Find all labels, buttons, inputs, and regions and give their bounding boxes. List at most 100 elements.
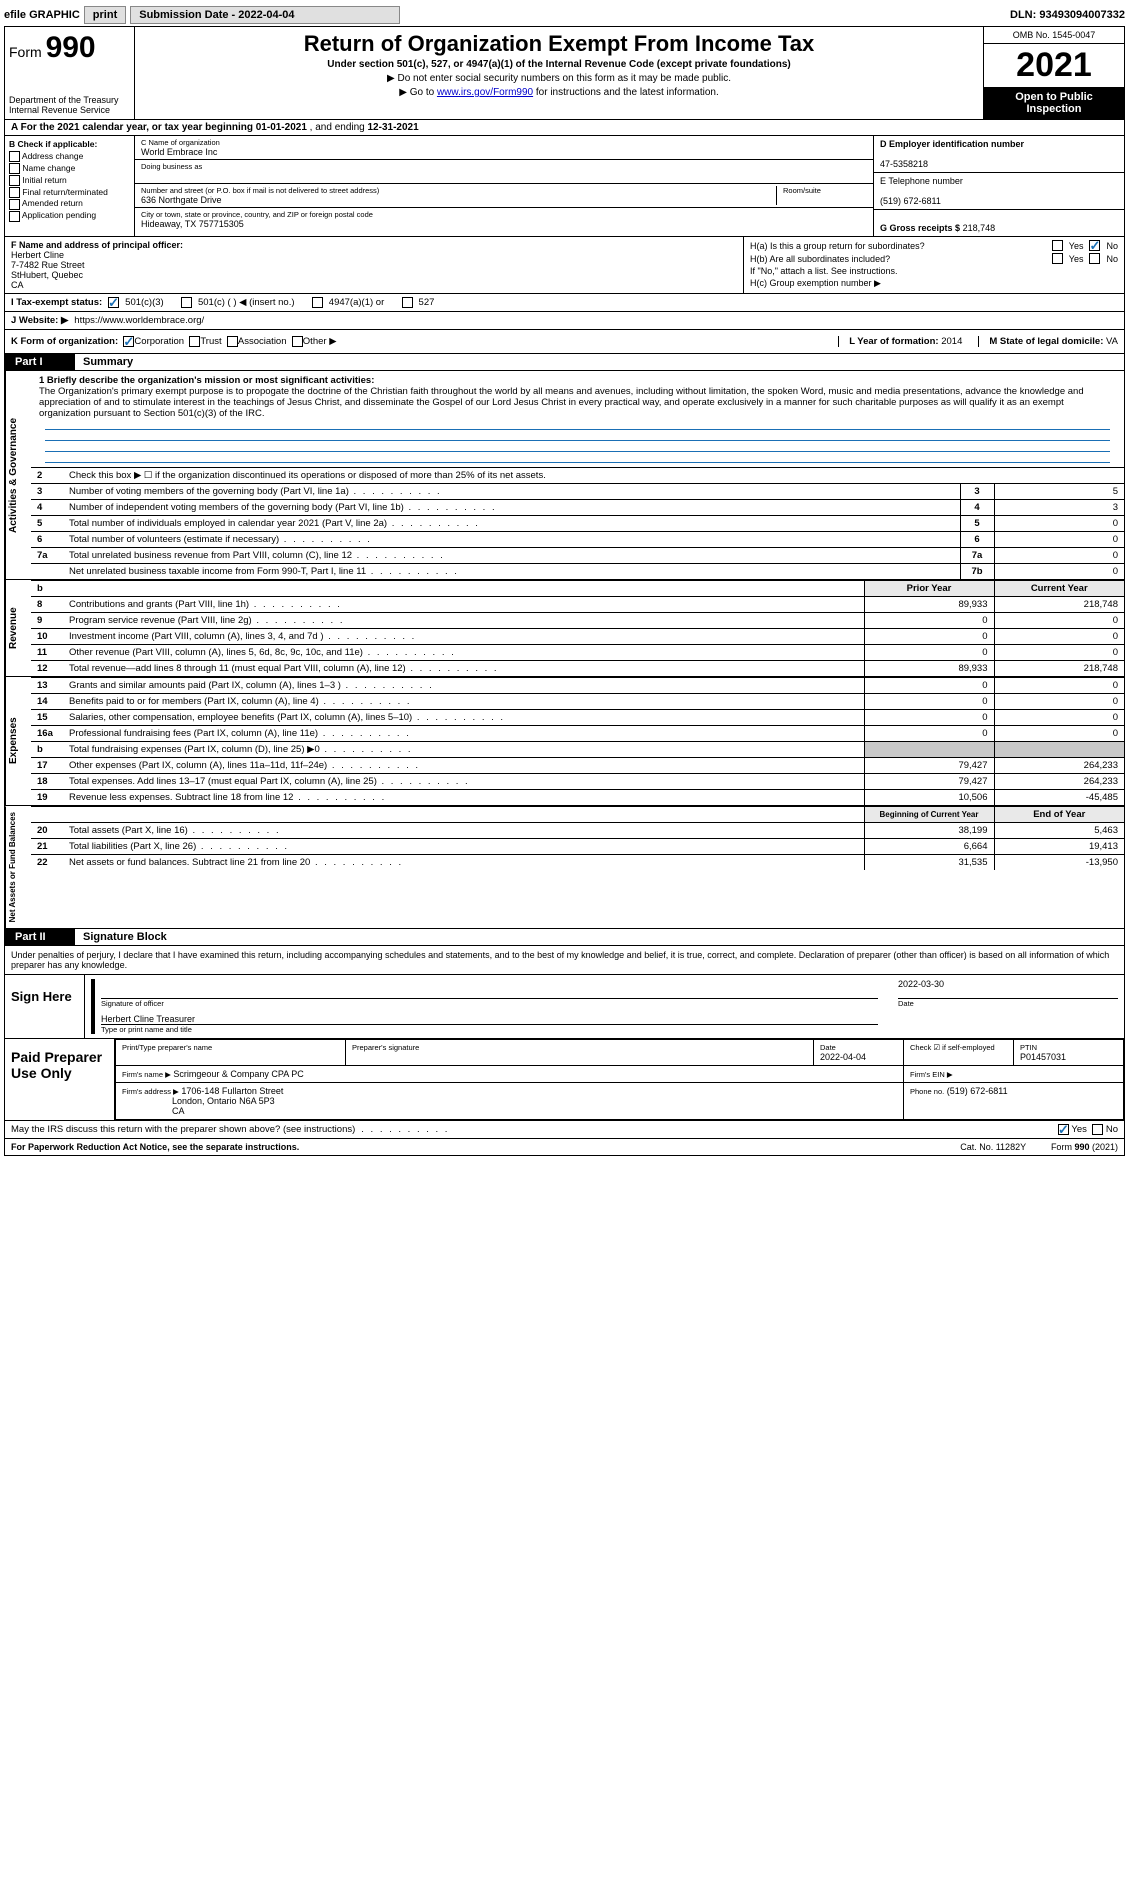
public-inspection: Open to Public Inspection	[984, 87, 1124, 119]
form-subtitle: Under section 501(c), 527, or 4947(a)(1)…	[143, 59, 975, 70]
checkbox-addr-change[interactable]	[9, 151, 20, 162]
hb-no-label: No	[1106, 254, 1118, 264]
cb-501c[interactable]	[181, 297, 192, 308]
block-bcd: B Check if applicable: Address change Na…	[4, 136, 1125, 237]
street-address: 636 Northgate Drive	[141, 195, 770, 205]
expense-side-label: Expenses	[5, 677, 31, 805]
cb-527[interactable]	[402, 297, 413, 308]
table-row: 10Investment income (Part VIII, column (…	[31, 629, 1124, 645]
domicile-value: VA	[1106, 336, 1118, 347]
discuss-no[interactable]	[1092, 1124, 1103, 1135]
officer-label: F Name and address of principal officer:	[11, 240, 183, 250]
net-block: Net Assets or Fund Balances Beginning of…	[4, 806, 1125, 929]
tax-status-label: I Tax-exempt status:	[11, 297, 102, 308]
hb-no[interactable]	[1089, 253, 1100, 264]
org-name: World Embrace Inc	[141, 147, 867, 157]
form-note-ssn: ▶ Do not enter social security numbers o…	[143, 73, 975, 84]
yof-label: L Year of formation:	[849, 336, 938, 347]
cat-number: Cat. No. 11282Y	[960, 1142, 1026, 1152]
opt-amended: Amended return	[22, 198, 83, 208]
form-note-link: ▶ Go to www.irs.gov/Form990 for instruct…	[143, 87, 975, 98]
table-row: 21Total liabilities (Part X, line 26)6,6…	[31, 839, 1124, 855]
mission-label: 1 Briefly describe the organization's mi…	[39, 375, 374, 386]
hb-label: H(b) Are all subordinates included?	[750, 254, 1046, 264]
sign-here-content: Signature of officer Herbert Cline Treas…	[85, 975, 1124, 1038]
domicile-label: M State of legal domicile:	[989, 336, 1103, 347]
opt-other: Other ▶	[303, 336, 337, 347]
org-name-label: C Name of organization	[141, 138, 867, 147]
ha-label: H(a) Is this a group return for subordin…	[750, 241, 1046, 251]
goto-prefix: ▶ Go to	[399, 87, 437, 98]
checkbox-final[interactable]	[9, 187, 20, 198]
dln-label: DLN: 93493094007332	[1010, 9, 1125, 21]
hb-note: If "No," attach a list. See instructions…	[750, 266, 1118, 276]
opt-addr-change: Address change	[22, 151, 83, 161]
cb-trust[interactable]	[189, 336, 200, 347]
opt-pending: Application pending	[22, 210, 96, 220]
preparer-label: Paid Preparer Use Only	[5, 1039, 115, 1120]
prep-date-label: Date	[820, 1043, 897, 1052]
opt-final: Final return/terminated	[22, 187, 108, 197]
discuss-no-label: No	[1106, 1124, 1118, 1135]
row-a-mid: , and ending	[310, 122, 368, 133]
ha-yes[interactable]	[1052, 240, 1063, 251]
prep-ptin: P01457031	[1020, 1052, 1117, 1062]
year-end: 12-31-2021	[368, 122, 419, 133]
col-b-label: B Check if applicable:	[9, 139, 97, 149]
firm-phone: (519) 672-6811	[947, 1086, 1008, 1096]
cb-501c3[interactable]	[108, 297, 119, 308]
checkbox-initial[interactable]	[9, 175, 20, 186]
expense-table: 13Grants and similar amounts paid (Part …	[31, 677, 1124, 805]
row-a-prefix: A For the 2021 calendar year, or tax yea…	[11, 122, 256, 133]
discuss-row: May the IRS discuss this return with the…	[4, 1121, 1125, 1139]
mission-row: 1 Briefly describe the organization's mi…	[31, 371, 1124, 467]
hb-yes[interactable]	[1052, 253, 1063, 264]
firm-name-label: Firm's name ▶	[122, 1070, 171, 1079]
checkbox-pending[interactable]	[9, 211, 20, 222]
table-row: 18Total expenses. Add lines 13–17 (must …	[31, 774, 1124, 790]
part1-header: Part I Summary	[4, 354, 1125, 371]
sig-date-label: Date	[898, 999, 1118, 1008]
year-begin: 01-01-2021	[256, 122, 307, 133]
cb-corp[interactable]	[123, 336, 134, 347]
preparer-row: Paid Preparer Use Only Print/Type prepar…	[4, 1039, 1125, 1121]
phone-value: (519) 672-6811	[880, 196, 941, 206]
prep-date: 2022-04-04	[820, 1052, 897, 1062]
hc-label: H(c) Group exemption number ▶	[750, 278, 1118, 289]
form-org-label: K Form of organization:	[11, 336, 118, 347]
prep-ptin-label: PTIN	[1020, 1043, 1117, 1052]
col-c: C Name of organization World Embrace Inc…	[135, 136, 874, 236]
firm-phone-label: Phone no.	[910, 1087, 944, 1096]
table-row: 2Check this box ▶ ☐ if the organization …	[31, 468, 1124, 484]
irs-link[interactable]: www.irs.gov/Form990	[437, 87, 533, 98]
firm-addr-label: Firm's address ▶	[122, 1087, 179, 1096]
officer-addr1: 7-7482 Rue Street	[11, 260, 85, 270]
footer-row: For Paperwork Reduction Act Notice, see …	[4, 1139, 1125, 1156]
sig-declaration: Under penalties of perjury, I declare th…	[4, 946, 1125, 975]
discuss-yes[interactable]	[1058, 1124, 1069, 1135]
form-header: Form 990 Department of the Treasury Inte…	[4, 27, 1125, 120]
form-word: Form	[9, 44, 42, 60]
col-h: H(a) Is this a group return for subordin…	[744, 237, 1124, 293]
cb-4947[interactable]	[312, 297, 323, 308]
cb-assoc[interactable]	[227, 336, 238, 347]
row-fh: F Name and address of principal officer:…	[4, 237, 1125, 294]
tax-year: 2021	[984, 44, 1124, 87]
checkbox-amended[interactable]	[9, 199, 20, 210]
checkbox-name-change[interactable]	[9, 163, 20, 174]
header-left: Form 990 Department of the Treasury Inte…	[5, 27, 135, 119]
ein-label: D Employer identification number	[880, 139, 1024, 149]
part2-header: Part II Signature Block	[4, 929, 1125, 946]
cb-other[interactable]	[292, 336, 303, 347]
mission-text: The Organization's primary exempt purpos…	[39, 386, 1084, 419]
table-row: 14Benefits paid to or for members (Part …	[31, 694, 1124, 710]
print-button[interactable]: print	[84, 6, 126, 24]
ha-no[interactable]	[1089, 240, 1100, 251]
row-i: I Tax-exempt status: 501(c)(3) 501(c) ( …	[4, 294, 1125, 312]
revenue-side-label: Revenue	[5, 580, 31, 676]
form-footer-year: 2021	[1095, 1142, 1115, 1152]
goto-suffix: for instructions and the latest informat…	[536, 87, 719, 98]
table-row: Beginning of Current YearEnd of Year	[31, 807, 1124, 823]
discuss-yes-label: Yes	[1071, 1124, 1087, 1135]
expense-block: Expenses 13Grants and similar amounts pa…	[4, 677, 1125, 806]
